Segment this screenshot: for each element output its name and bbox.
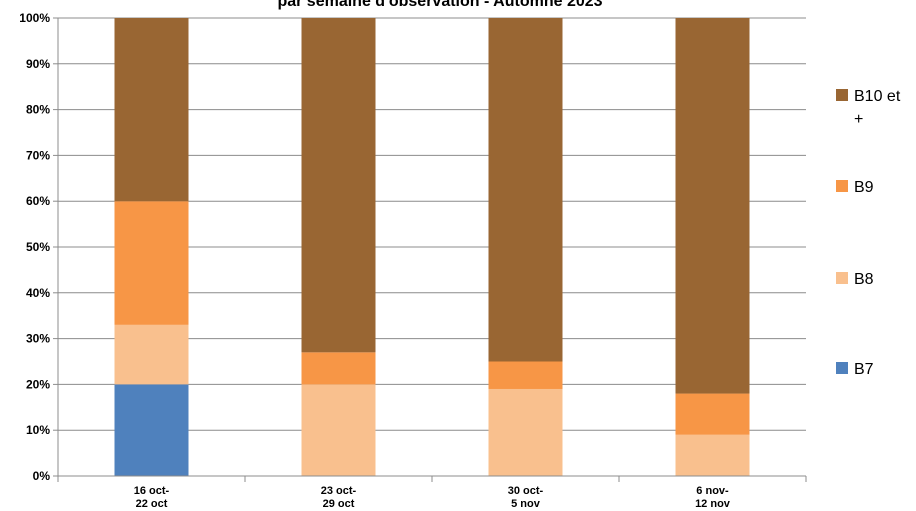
bar-segment-b8 [675,434,750,476]
legend-label: B7 [854,361,874,378]
bar-segment-b8 [488,388,563,476]
y-tick-label: 20% [26,377,50,391]
legend-swatch [836,180,848,192]
y-tick-label: 90% [26,57,50,71]
y-tick-label: 60% [26,194,50,208]
legend-swatch [836,89,848,101]
x-tick-label: 30 oct- [508,485,544,497]
bar-segment-b10-et- [301,18,376,353]
y-tick-label: 50% [26,240,50,254]
x-tick-label: 12 nov [695,498,731,510]
x-tick-label: 16 oct- [134,485,170,497]
bar-segment-b10-et- [114,18,189,202]
bar-segment-b9 [675,393,750,435]
y-tick-label: 40% [26,286,50,300]
legend-label: B8 [854,271,874,288]
legend-label: B9 [854,179,874,196]
y-tick-label: 30% [26,332,50,346]
bar-segment-b8 [114,324,189,385]
legend-label-cont: + [854,111,863,128]
bar-segment-b10-et- [488,18,563,362]
x-tick-label: 6 nov- [696,485,729,497]
y-tick-label: 70% [26,148,50,162]
bar-segment-b9 [301,352,376,385]
bar-segment-b8 [301,384,376,476]
legend-swatch [836,362,848,374]
y-tick-label: 80% [26,103,50,117]
chart-title: par semaine d'observation - Automne 2023 [277,0,602,10]
y-tick-label: 0% [33,469,51,483]
bar-segment-b10-et- [675,18,750,394]
bar-segment-b9 [488,361,563,389]
y-tick-label: 10% [26,423,50,437]
x-tick-label: 5 nov [511,498,541,510]
x-tick-label: 23 oct- [321,485,357,497]
legend-swatch [836,272,848,284]
y-tick-label: 100% [19,11,50,25]
x-tick-label: 29 oct [323,498,355,510]
bar-segment-b9 [114,201,189,325]
x-tick-label: 22 oct [136,498,168,510]
bar-segment-b7 [114,384,189,476]
legend-label: B10 et [854,88,901,105]
